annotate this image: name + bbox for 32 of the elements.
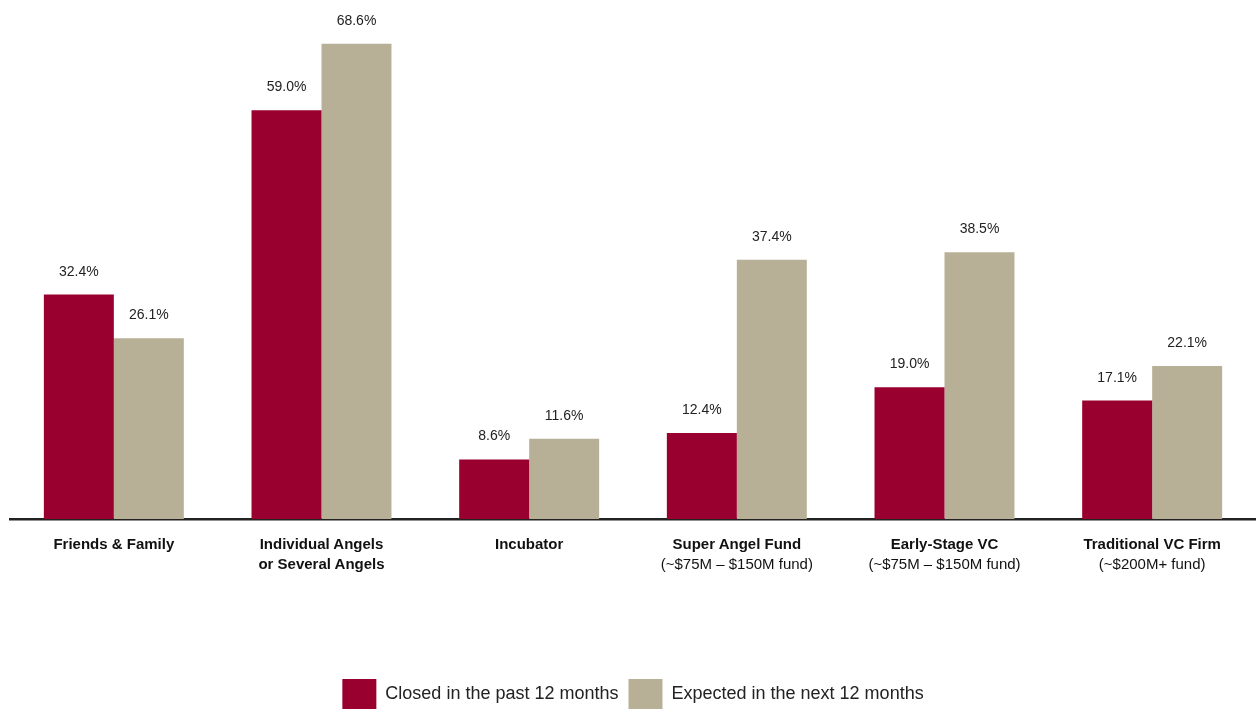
bar <box>666 433 737 519</box>
data-label: 22.1% <box>1167 333 1208 350</box>
bar <box>529 438 600 519</box>
x-tick-label: Super Angel Fund (~$75M – $150M fund) <box>660 535 813 572</box>
x-tick-label: Friends & Family <box>53 535 175 552</box>
bar <box>113 338 184 519</box>
data-label: 26.1% <box>128 306 169 323</box>
bar <box>874 387 945 519</box>
data-label: 59.0% <box>266 78 307 95</box>
bar <box>251 110 322 519</box>
bar <box>459 459 530 519</box>
data-label: 11.6% <box>544 406 584 423</box>
bar <box>321 43 392 519</box>
x-tick-label: Early-Stage VC (~$75M – $150M fund) <box>868 535 1021 572</box>
x-tick-label: Incubator <box>494 535 564 552</box>
data-label: 68.6% <box>336 11 377 28</box>
data-label: 37.4% <box>751 227 792 244</box>
x-tick-label: Individual Angels or Several Angels <box>258 535 385 572</box>
legend-label: Closed in the past 12 months <box>385 682 619 703</box>
data-label: 12.4% <box>681 401 722 418</box>
data-label: 17.1% <box>1097 368 1138 385</box>
bar <box>1082 400 1153 519</box>
bar <box>944 252 1015 519</box>
bar <box>736 259 807 519</box>
x-tick-label: Traditional VC Firm (~$200M+ fund) <box>1083 535 1221 572</box>
data-label: 38.5% <box>959 220 1000 237</box>
bar <box>43 294 114 519</box>
data-label: 8.6% <box>478 427 511 444</box>
data-label: 32.4% <box>58 262 99 279</box>
bar <box>1152 365 1223 519</box>
data-label: 19.0% <box>889 355 930 372</box>
legend-label: Expected in the next 12 months <box>671 682 924 703</box>
